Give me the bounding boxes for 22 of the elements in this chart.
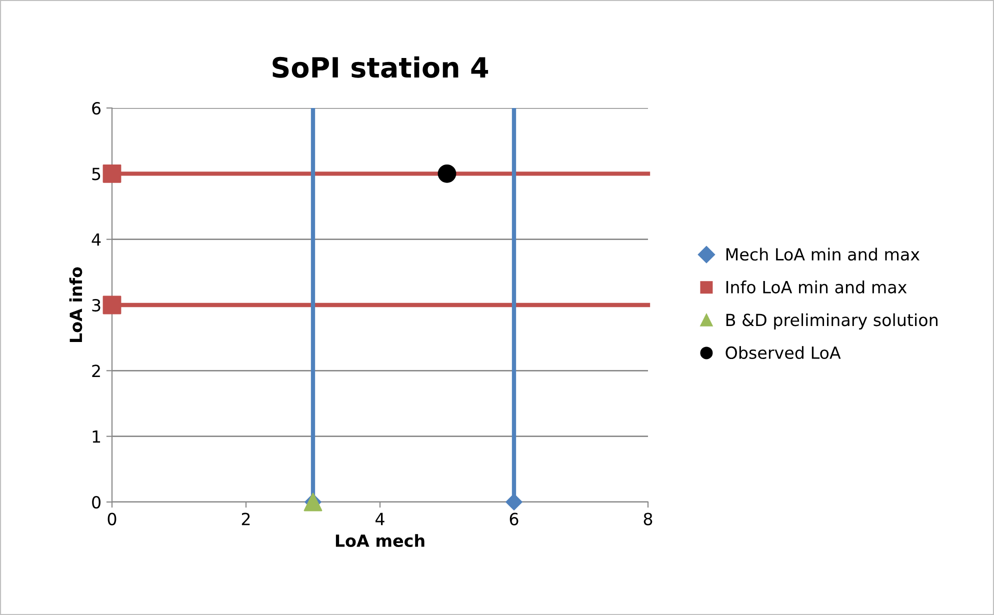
x-tick-label: 6	[510, 512, 518, 526]
point	[438, 164, 456, 183]
y-tick-label: 1	[92, 430, 100, 443]
x-tick-label: 8	[644, 512, 652, 526]
chart-title: SoPI station 4	[272, 56, 488, 78]
y-tick-label: 2	[92, 364, 100, 377]
y-tick-label: 4	[92, 234, 101, 246]
x-tick-label: 2	[242, 512, 250, 526]
legend-label: Mech LoA min and max	[726, 248, 920, 261]
x-tick-label: 4	[376, 512, 384, 526]
legend-label: Observed LoA	[726, 346, 841, 360]
legend-label: B &D preliminary solution	[726, 313, 938, 330]
y-tick-label: 3	[92, 298, 100, 312]
x-axis-title: LoA mech	[336, 534, 424, 548]
x-tick-label: 0	[108, 512, 116, 526]
y-tick-label: 0	[92, 496, 100, 509]
y-tick-label: 5	[92, 168, 100, 180]
y-tick-label: 6	[92, 102, 101, 115]
y-axis-title: LoA info	[69, 267, 82, 342]
point	[102, 164, 122, 183]
point	[102, 296, 122, 314]
legend-label: Info LoA min and max	[726, 280, 907, 294]
